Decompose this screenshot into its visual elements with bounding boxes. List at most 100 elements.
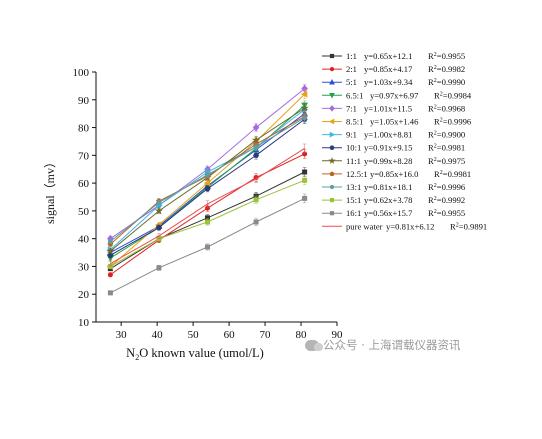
legend-entry: 7:1 y=1.01x+11.5 R2=0.9968	[322, 103, 465, 113]
legend-entry: 11:1 y=0.99x+8.28 R2=0.9975	[322, 156, 465, 166]
legend-entry: 9:1 y=1.00x+8.81 R2=0.9900	[322, 130, 465, 140]
data-point	[329, 145, 335, 150]
legend-equation: y=0.99x+8.28	[364, 156, 412, 166]
data-point	[328, 157, 336, 164]
y-tick-label: 90	[78, 95, 90, 107]
y-tick-label: 60	[78, 178, 90, 190]
legend-equation: y=1.00x+8.81	[364, 130, 412, 140]
y-tick-label: 20	[78, 289, 90, 301]
r2-label: R	[428, 156, 434, 166]
legend-r-squared: R2=0.9968	[428, 103, 465, 113]
r2-superscript: 2	[434, 144, 437, 150]
r2-label: R	[428, 103, 434, 113]
legend-entry: 6.5:1 y=0.97x+6.97 R2=0.9984	[322, 90, 472, 100]
r2-label: R	[428, 208, 434, 218]
legend-equation: y=1.01x+11.5	[364, 103, 412, 113]
data-point	[302, 177, 308, 183]
legend-r-squared: R2=0.9996	[434, 117, 472, 127]
data-point	[107, 290, 113, 296]
data-point	[205, 172, 211, 178]
data-point	[300, 103, 309, 112]
r2-label: R	[434, 169, 440, 179]
y-tick-label: 80	[78, 123, 90, 135]
y-tick-label: 40	[78, 234, 90, 246]
data-point	[329, 198, 335, 203]
legend-r-squared: R2=0.9981	[434, 169, 471, 179]
legend-series-name: 5:1	[346, 77, 357, 87]
data-point	[205, 244, 211, 250]
data-point	[252, 123, 260, 132]
r2-superscript: 2	[434, 209, 437, 215]
legend-r-squared: R2=0.9996	[428, 182, 466, 192]
data-point	[329, 66, 335, 72]
watermark: 公众号 · 上海谓载仪器资讯	[305, 337, 460, 353]
legend-series-name: 7:1	[346, 103, 357, 113]
r2-label: R	[434, 117, 440, 127]
legend-equation: y=0.85x+4.17	[364, 64, 413, 74]
legend-entry: 13:1 y=0.81x+18.1 R2=0.9996	[322, 182, 466, 192]
data-point	[107, 272, 113, 278]
legend-series-name: pure water	[346, 221, 383, 231]
r2-superscript: 2	[434, 183, 437, 189]
x-tick-label: 30	[116, 329, 128, 341]
legend-r-squared: R2=0.9981	[428, 143, 465, 153]
series-13	[108, 143, 307, 266]
x-tick-label: 40	[152, 329, 164, 341]
data-point	[329, 105, 335, 112]
legend-r-squared: R2=0.9900	[428, 130, 465, 140]
legend-equation: y=0.62x+3.78	[364, 195, 412, 205]
r2-superscript: 2	[434, 131, 437, 137]
r2-superscript: 2	[440, 170, 443, 176]
legend-entry: 12.5:1 y=0.85x+16.0 R2=0.9981	[322, 169, 471, 179]
r2-label: R	[428, 182, 434, 192]
legend-equation: y=0.65x+12.1	[364, 51, 412, 61]
legend-equation: y=0.81x+18.1	[364, 182, 412, 192]
data-point	[253, 152, 260, 158]
data-point	[329, 171, 335, 176]
r2-label: R	[428, 51, 434, 61]
legend-r-squared: R2=0.9992	[428, 195, 465, 205]
r2-label: R	[434, 90, 440, 100]
r2-superscript: 2	[440, 118, 443, 124]
r2-label: R	[450, 221, 456, 231]
data-point	[107, 238, 113, 244]
data-point	[253, 197, 259, 203]
r2-value: =0.9996	[437, 182, 466, 192]
r2-value: =0.9968	[437, 103, 465, 113]
r2-superscript: 2	[434, 52, 437, 58]
data-point	[329, 93, 335, 99]
r2-value: =0.9981	[443, 169, 471, 179]
r2-label: R	[428, 77, 434, 87]
r2-value: =0.9891	[459, 221, 487, 231]
legend-series-name: 11:1	[346, 156, 361, 166]
series-group	[106, 83, 309, 296]
r2-value: =0.9975	[437, 156, 465, 166]
r2-value: =0.9990	[437, 77, 465, 87]
legend-entry: pure water y=0.81x+6.12 R2=0.9891	[322, 221, 487, 231]
legend-series-name: 13:1	[346, 182, 361, 192]
r2-value: =0.9996	[443, 117, 472, 127]
data-point	[302, 195, 308, 201]
y-tick-label: 70	[78, 150, 90, 162]
r2-superscript: 2	[440, 91, 443, 97]
data-point	[204, 186, 211, 192]
r2-superscript: 2	[434, 65, 437, 71]
legend-r-squared: R2=0.9891	[450, 221, 487, 231]
data-point	[155, 224, 162, 231]
legend-equation: y=0.91x+9.15	[364, 143, 412, 153]
series-10	[107, 113, 308, 244]
legend-r-squared: R2=0.9975	[428, 156, 465, 166]
data-point	[205, 219, 211, 225]
r2-value: =0.9982	[437, 64, 465, 74]
legend-series-name: 2:1	[346, 64, 357, 74]
data-point	[302, 169, 308, 175]
data-point	[329, 211, 335, 216]
legend-series-name: 8.5:1	[346, 117, 363, 127]
r2-superscript: 2	[456, 222, 459, 228]
data-point	[156, 200, 162, 206]
legend-series-name: 12.5:1	[346, 169, 368, 179]
legend-entry: 1:1 y=0.65x+12.1 R2=0.9955	[322, 51, 465, 61]
legend-series-name: 15:1	[346, 195, 361, 205]
